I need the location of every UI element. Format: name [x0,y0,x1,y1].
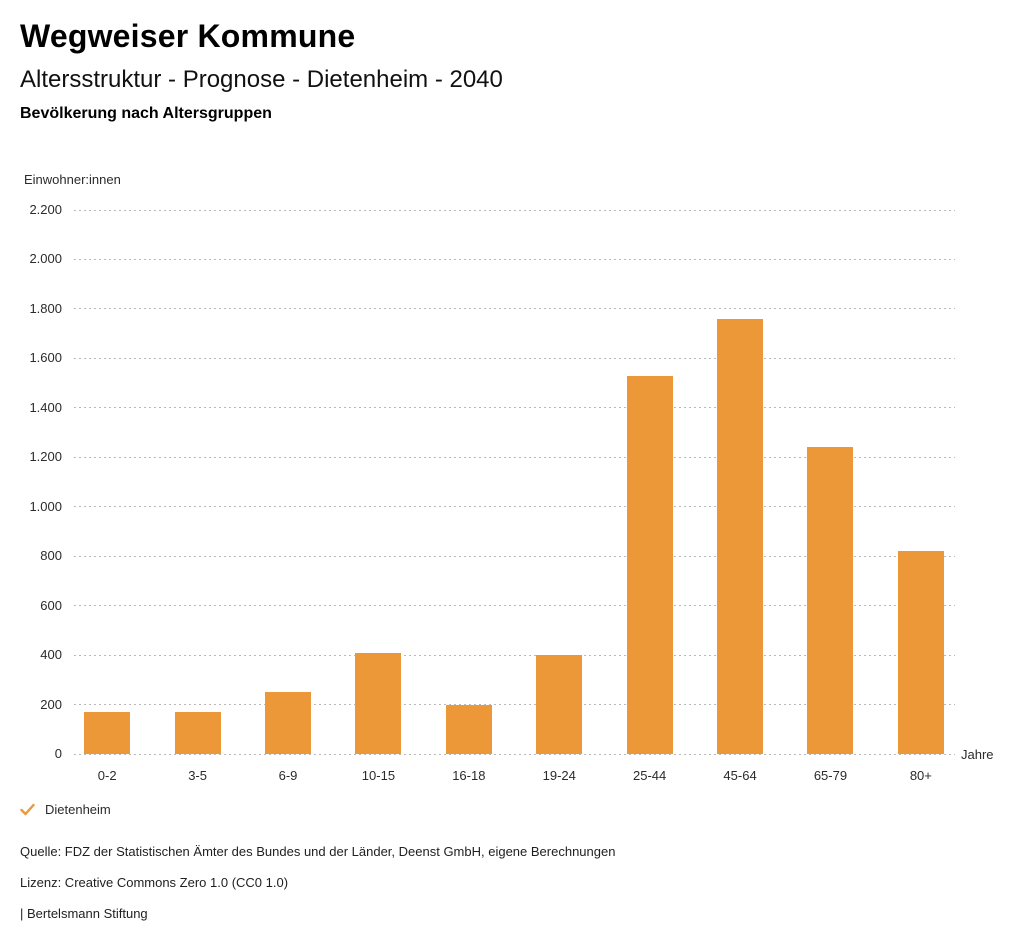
x-axis-unit-label: Jahre [961,747,994,762]
source-text: Quelle: FDZ der Statistischen Ämter des … [20,844,616,859]
gridline [74,357,955,359]
gridline [74,704,955,706]
bar-slot [785,210,875,754]
bar-slot [514,210,604,754]
legend-item-dietenheim[interactable]: Dietenheim [20,802,111,817]
y-axis-unit-label: Einwohner:innen [24,172,121,187]
gridline [74,753,955,755]
bar-slot [876,210,966,754]
gridline [74,605,955,607]
x-tick-label: 25-44 [633,768,667,783]
bar-slot [333,210,423,754]
legend-check-icon [20,803,35,816]
bar-16-18[interactable] [445,704,492,754]
bar-10-15[interactable] [355,652,402,754]
bar-45-64[interactable] [717,318,764,754]
gridline [74,506,955,508]
bar-3-5[interactable] [174,711,221,754]
x-tick-label: 10-15 [361,768,396,783]
chart-heading: Bevölkerung nach Altersgruppen [20,105,272,122]
y-tick-label: 0 [54,746,62,761]
license-text: Lizenz: Creative Commons Zero 1.0 (CC0 1… [20,875,289,890]
y-tick-label: 1.000 [29,498,62,514]
gridline [74,258,955,260]
gridline [74,209,955,211]
gridline [74,308,955,310]
y-tick-label: 2.200 [29,202,62,217]
y-tick-label: 600 [40,597,62,613]
app-title: Wegweiser Kommune [20,18,356,54]
bar-slot [604,210,694,754]
bar-80+[interactable] [897,551,944,754]
bar-slot [62,210,152,754]
legend-label: Dietenheim [45,802,111,817]
x-tick-label: 16-18 [452,768,486,783]
bars-band [62,210,966,754]
y-tick-label: 1.600 [29,350,62,366]
y-tick-label: 1.200 [29,449,62,465]
y-tick-label: 1.400 [29,399,62,415]
gridline [74,654,955,656]
attribution-text: | Bertelsmann Stiftung [20,906,148,921]
bar-6-9[interactable] [265,692,312,754]
x-tick-label: 0-2 [97,768,117,783]
y-tick-label: 2.000 [29,251,62,267]
y-axis-tick-labels: 0 200 400 600 800 1.000 1.200 1.400 1.600 1.800 2.… [0,202,62,761]
y-tick-label: 400 [40,647,62,663]
x-tick-label: 19-24 [542,768,576,783]
y-tick-label: 200 [40,696,62,712]
x-tick-label: 6-9 [278,768,298,783]
gridline [74,555,955,557]
x-tick-label: 65-79 [813,768,848,783]
bar-slot [152,210,242,754]
bar-0-2[interactable] [84,711,131,754]
y-tick-label: 800 [40,548,62,564]
bar-slot [695,210,785,754]
x-axis-labels: 0-2 3-5 6-9 10-15 16-18 19-24 25-44 45-64 65-79 8… [62,768,966,783]
chart-title: Altersstruktur - Prognose - Dietenheim -… [20,66,503,93]
bar-chart: 0 200 400 600 800 1.000 1.200 1.400 1.600 1.800 2.… [0,202,1024,783]
gridline [74,456,955,458]
bar-19-24[interactable] [536,655,583,754]
x-tick-label: 45-64 [723,768,757,783]
y-tick-label: 1.800 [29,300,62,316]
bar-slot [243,210,333,754]
plot-area [74,209,955,755]
bar-65-79[interactable] [807,447,854,754]
gridline [74,407,955,409]
bar-25-44[interactable] [626,375,673,754]
bar-slot [424,210,514,754]
x-tick-label: 80+ [909,768,932,783]
x-tick-label: 3-5 [188,768,207,783]
